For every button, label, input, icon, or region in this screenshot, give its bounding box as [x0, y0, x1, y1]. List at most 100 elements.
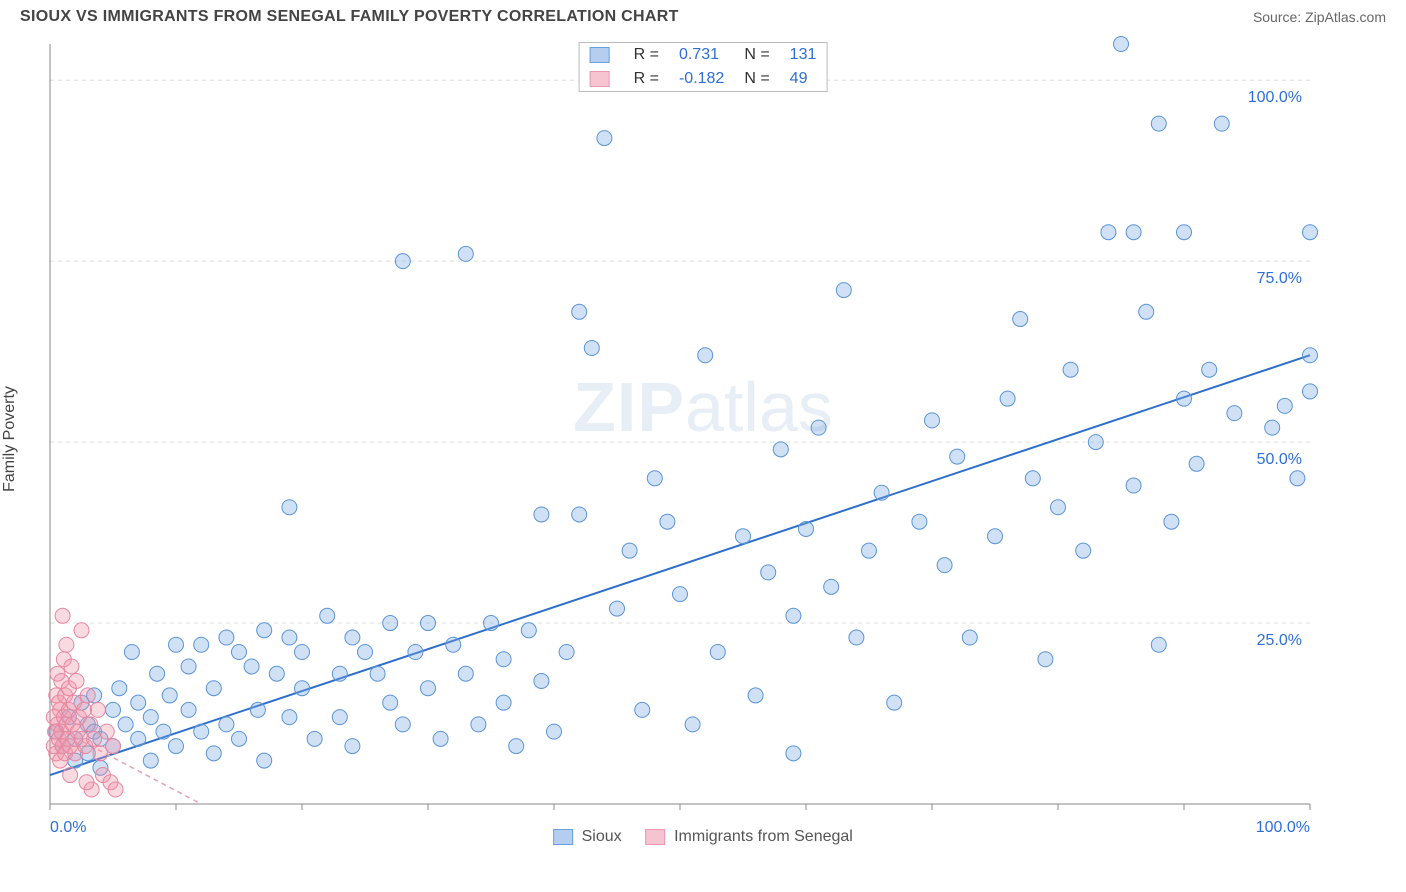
- data-point: [55, 608, 70, 623]
- data-point: [345, 630, 360, 645]
- stats-legend: R =0.731N =131R =-0.182N =49: [579, 42, 828, 92]
- data-point: [150, 666, 165, 681]
- data-point: [74, 623, 89, 638]
- data-point: [710, 645, 725, 660]
- data-point: [124, 645, 139, 660]
- data-point: [59, 637, 74, 652]
- stats-row: R =0.731N =131: [580, 43, 827, 67]
- data-point: [370, 666, 385, 681]
- data-point: [257, 623, 272, 638]
- data-point: [685, 717, 700, 732]
- series-legend: Sioux Immigrants from Senegal: [553, 828, 853, 846]
- stats-swatch: [580, 43, 624, 67]
- data-point: [131, 695, 146, 710]
- data-point: [862, 543, 877, 558]
- data-point: [1139, 304, 1154, 319]
- data-point: [572, 304, 587, 319]
- data-point: [1013, 312, 1028, 327]
- data-point: [471, 717, 486, 732]
- legend-label: Immigrants from Senegal: [674, 828, 853, 845]
- data-point: [660, 514, 675, 529]
- data-point: [1290, 471, 1305, 486]
- data-point: [1151, 116, 1166, 131]
- n-label: N =: [734, 43, 779, 67]
- scatter-chart: 25.0%50.0%75.0%100.0%0.0%100.0%: [20, 34, 1340, 844]
- data-point: [1189, 456, 1204, 471]
- data-point: [63, 768, 78, 783]
- n-label: N =: [734, 67, 779, 91]
- data-point: [1088, 435, 1103, 450]
- data-point: [108, 782, 123, 797]
- data-point: [1214, 116, 1229, 131]
- data-point: [559, 645, 574, 660]
- data-point: [597, 131, 612, 146]
- data-point: [509, 739, 524, 754]
- data-point: [458, 246, 473, 261]
- data-point: [1303, 384, 1318, 399]
- data-point: [1063, 362, 1078, 377]
- data-point: [458, 666, 473, 681]
- data-point: [912, 514, 927, 529]
- chart-source: Source: ZipAtlas.com: [1253, 9, 1386, 25]
- data-point: [79, 775, 94, 790]
- data-point: [90, 702, 105, 717]
- data-point: [345, 739, 360, 754]
- data-point: [748, 688, 763, 703]
- data-point: [1126, 225, 1141, 240]
- data-point: [282, 630, 297, 645]
- data-point: [421, 616, 436, 631]
- data-point: [83, 717, 98, 732]
- r-label: R =: [624, 43, 669, 67]
- data-point: [950, 449, 965, 464]
- data-point: [874, 485, 889, 500]
- legend-item: Sioux: [553, 828, 621, 846]
- data-point: [1101, 225, 1116, 240]
- data-point: [332, 666, 347, 681]
- data-point: [320, 608, 335, 623]
- data-point: [383, 616, 398, 631]
- data-point: [647, 471, 662, 486]
- data-point: [736, 529, 751, 544]
- y-tick-label: 100.0%: [1248, 89, 1302, 106]
- data-point: [358, 645, 373, 660]
- legend-swatch: [646, 829, 666, 845]
- legend-swatch: [553, 829, 573, 845]
- data-point: [181, 659, 196, 674]
- data-point: [106, 739, 121, 754]
- data-point: [194, 637, 209, 652]
- data-point: [232, 731, 247, 746]
- data-point: [1051, 500, 1066, 515]
- data-point: [1000, 391, 1015, 406]
- data-point: [162, 688, 177, 703]
- data-point: [219, 717, 234, 732]
- data-point: [99, 724, 114, 739]
- data-point: [1164, 514, 1179, 529]
- data-point: [64, 659, 79, 674]
- data-point: [824, 579, 839, 594]
- legend-label: Sioux: [582, 828, 622, 845]
- data-point: [118, 717, 133, 732]
- data-point: [1126, 478, 1141, 493]
- data-point: [395, 254, 410, 269]
- data-point: [112, 681, 127, 696]
- data-point: [383, 695, 398, 710]
- stats-row: R =-0.182N =49: [580, 67, 827, 91]
- data-point: [282, 500, 297, 515]
- data-point: [698, 348, 713, 363]
- data-point: [799, 521, 814, 536]
- data-point: [244, 659, 259, 674]
- data-point: [332, 710, 347, 725]
- data-point: [169, 637, 184, 652]
- data-point: [635, 702, 650, 717]
- data-point: [77, 702, 92, 717]
- data-point: [408, 645, 423, 660]
- x-tick-label: 100.0%: [1256, 819, 1310, 836]
- trend-line: [50, 355, 1310, 775]
- data-point: [143, 710, 158, 725]
- r-label: R =: [624, 67, 669, 91]
- data-point: [69, 673, 84, 688]
- data-point: [496, 652, 511, 667]
- data-point: [925, 413, 940, 428]
- data-point: [761, 565, 776, 580]
- data-point: [1277, 398, 1292, 413]
